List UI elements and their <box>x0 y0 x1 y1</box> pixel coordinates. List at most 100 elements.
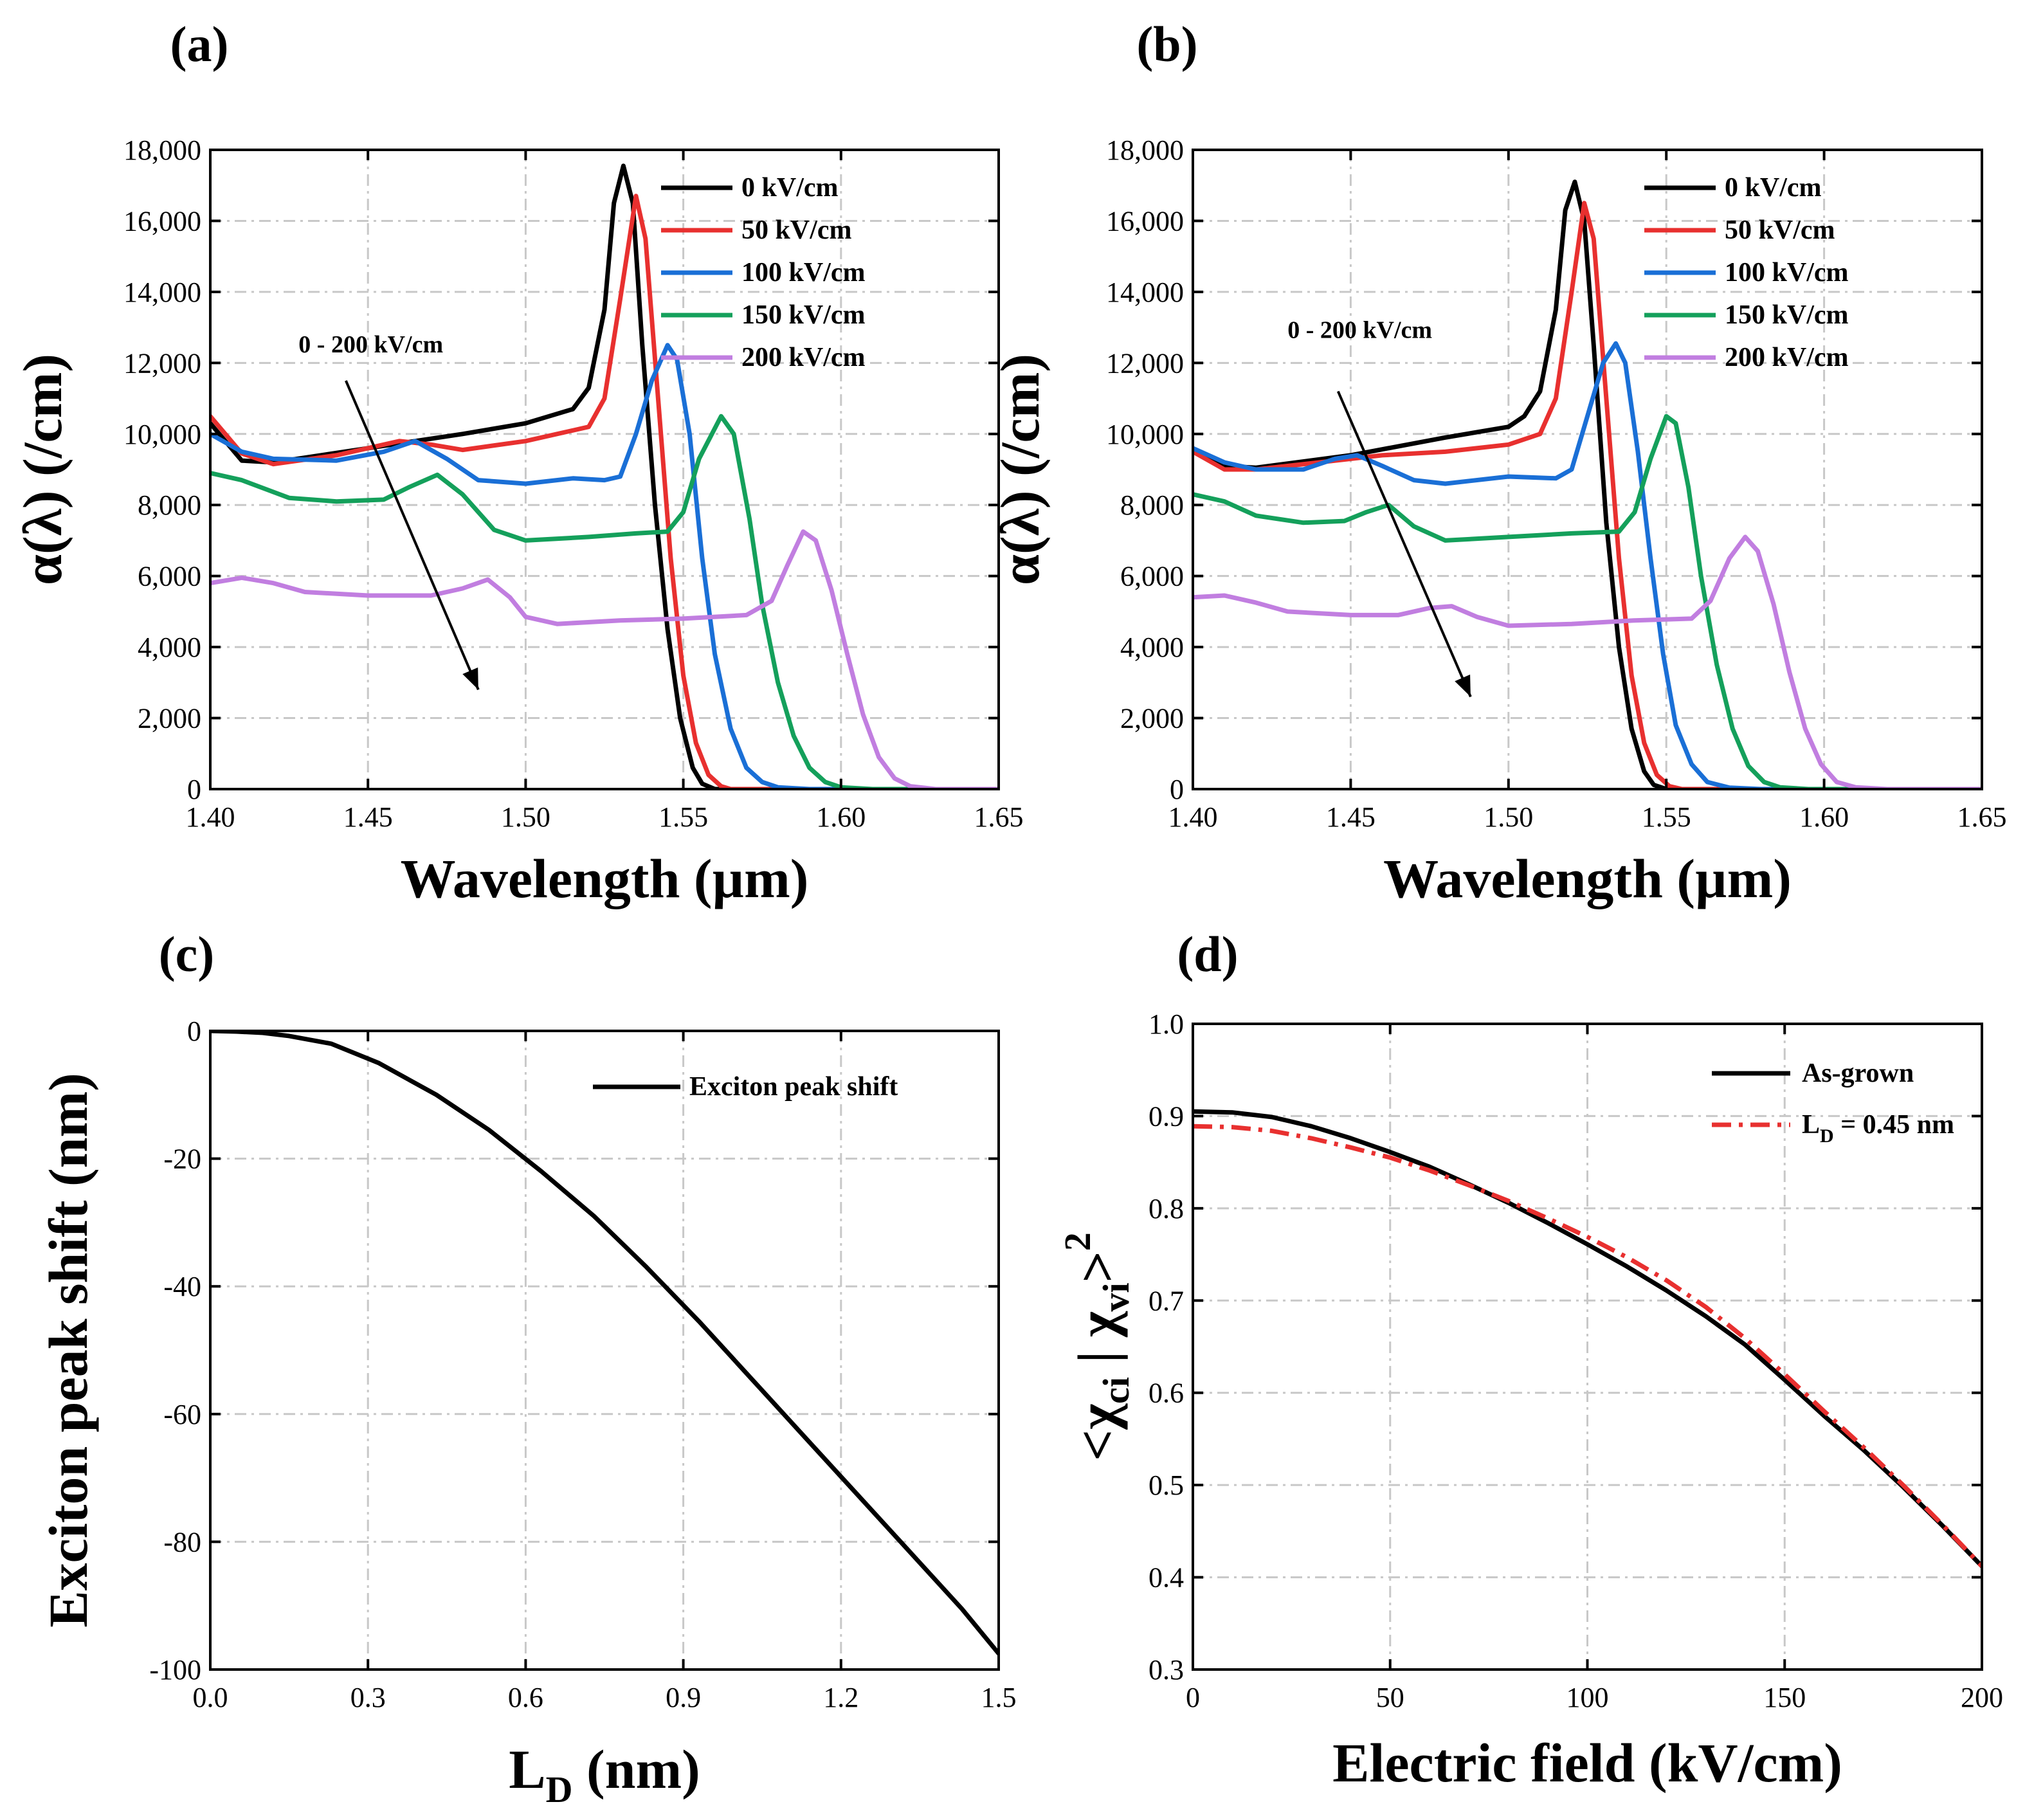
y-tick-label: 2,000 <box>138 703 201 734</box>
y-tick-label: 18,000 <box>123 134 201 166</box>
y-tick-label: 18,000 <box>1106 134 1184 166</box>
annotation-label: 0 - 200 kV/cm <box>298 331 443 358</box>
annotation-arrow-shaft <box>345 380 480 691</box>
legend-label: 100 kV/cm <box>1725 258 1849 287</box>
legend: As-grown LD = 0.45 nm <box>1712 1059 1954 1147</box>
legend: Exciton peak shift <box>593 1072 898 1102</box>
legend-label: 150 kV/cm <box>741 300 866 330</box>
x-axis-label-main: L <box>509 1738 545 1800</box>
x-tick-label: 200 <box>1961 1682 2003 1713</box>
x-tick-label: 1.65 <box>1957 801 2007 833</box>
y-tick-label: 0.6 <box>1149 1378 1184 1409</box>
annotation-arrow-shaft <box>1336 390 1472 698</box>
y-axis-label: <χci | χvi>2 <box>1057 1232 1137 1461</box>
x-tick-label: 1.50 <box>1484 801 1533 833</box>
axes-frame <box>209 149 1000 790</box>
y-tick-label: 0.8 <box>1149 1193 1184 1224</box>
legend-label: As-grown <box>1802 1059 1914 1088</box>
y-tick-label: 2,000 <box>1120 703 1184 734</box>
x-tick-label: 1.40 <box>1168 801 1218 833</box>
y-tick-label: 0.4 <box>1149 1562 1184 1594</box>
x-tick-label: 1.55 <box>1642 801 1691 833</box>
y-axis-label: α(λ) (/cm) <box>12 354 73 585</box>
annotation-arrow-head <box>1455 674 1471 697</box>
x-tick-label: 50 <box>1376 1682 1404 1713</box>
legend-label: 200 kV/cm <box>741 343 866 372</box>
y-tick-label: 4,000 <box>138 632 201 663</box>
legend-label-rest: = 0.45 nm <box>1834 1110 1954 1140</box>
y-tick-label: 0 <box>187 1015 201 1047</box>
y-tick-label: 14,000 <box>123 277 201 308</box>
x-tick-label: 1.5 <box>981 1682 1017 1713</box>
x-tick-label: 0.6 <box>508 1682 543 1713</box>
legend-label: 150 kV/cm <box>1725 300 1849 330</box>
y-tick-label: 0.5 <box>1149 1470 1184 1501</box>
series-line-l-d-0-45-nm <box>1193 1124 1982 1568</box>
y-tick-label: 8,000 <box>1120 489 1184 521</box>
x-tick-label: 100 <box>1566 1682 1609 1713</box>
legend: 0 kV/cm 50 kV/cm 100 kV/cm 150 kV/cm 200 kV/… <box>661 173 866 372</box>
y-tick-label: 0.7 <box>1149 1285 1184 1316</box>
x-axis-label: LD (nm) <box>509 1738 700 1810</box>
series-line-100-kv-cm <box>1193 341 1982 789</box>
x-tick-label: 0.3 <box>350 1682 386 1713</box>
y-tick-label: 4,000 <box>1120 632 1184 663</box>
x-tick-label: 1.50 <box>501 801 550 833</box>
x-tick-label: 1.65 <box>974 801 1024 833</box>
x-axis-label: Wavelength (µm) <box>1383 848 1792 909</box>
y-axis-label-part: <χ <box>1066 1403 1128 1461</box>
series-line-0-kv-cm <box>1193 179 1982 789</box>
annotation: 0 - 200 kV/cm <box>298 331 480 691</box>
y-axis-label-part: vi <box>1095 1282 1137 1311</box>
x-tick-label: 1.60 <box>816 801 866 833</box>
panel-label: (d) <box>1177 926 1238 982</box>
y-tick-label: 6,000 <box>138 561 201 592</box>
x-tick-label: 150 <box>1763 1682 1806 1713</box>
legend-label: 50 kV/cm <box>741 215 852 245</box>
series-group <box>210 163 999 789</box>
y-axis-label: Exciton peak shift (nm) <box>37 1073 99 1627</box>
series-line-150-kv-cm <box>210 414 999 789</box>
legend-label: 100 kV/cm <box>741 258 866 287</box>
y-tick-label: 0.9 <box>1149 1100 1184 1132</box>
annotation-label: 0 - 200 kV/cm <box>1287 317 1432 344</box>
y-tick-label: -100 <box>149 1654 201 1686</box>
series-group <box>210 1031 999 1656</box>
x-tick-label: 1.45 <box>1326 801 1376 833</box>
legend-label: 0 kV/cm <box>1725 173 1822 203</box>
y-axis-label-part: ci <box>1095 1377 1137 1404</box>
y-tick-label: -60 <box>163 1399 201 1430</box>
annotation: 0 - 200 kV/cm <box>1287 317 1472 698</box>
y-tick-label: 10,000 <box>1106 419 1184 450</box>
series-group <box>1193 1109 1982 1569</box>
y-axis-label-part: > <box>1066 1251 1128 1282</box>
x-tick-label: 0.9 <box>666 1682 701 1713</box>
legend-label: 0 kV/cm <box>741 173 839 203</box>
legend-label: 200 kV/cm <box>1725 343 1849 372</box>
series-line-200-kv-cm <box>1193 534 1982 789</box>
x-tick-label: 1.55 <box>658 801 708 833</box>
y-axis-label-part: | χ <box>1066 1311 1128 1377</box>
legend-label-sub: D <box>1820 1125 1834 1147</box>
y-tick-label: -20 <box>163 1143 201 1175</box>
y-tick-label: -80 <box>163 1526 201 1558</box>
x-tick-label: 1.40 <box>186 801 235 833</box>
y-tick-label: 8,000 <box>138 489 201 521</box>
y-tick-label: 0.3 <box>1149 1654 1184 1686</box>
y-tick-label: 16,000 <box>123 205 201 237</box>
legend-label: 50 kV/cm <box>1725 215 1835 245</box>
axes-frame <box>1192 149 1983 790</box>
panel-b: (b) 1.40 1.45 1.50 1.55 1.60 1.65 0 2,000 4,000 6,… <box>989 16 2007 909</box>
legend-label: Exciton peak shift <box>689 1072 898 1102</box>
y-axis-label-part: 2 <box>1057 1232 1098 1251</box>
panel-c: (c) 0.0 0.3 0.6 0.9 1.2 1.5 -100 -80 -60 -40 -20 0 LD… <box>37 926 1017 1810</box>
legend: 0 kV/cm 50 kV/cm 100 kV/cm 150 kV/cm 200 kV/… <box>1644 173 1849 372</box>
y-axis-label: α(λ) (/cm) <box>989 354 1051 585</box>
y-tick-label: -40 <box>163 1271 201 1302</box>
x-axis-label-unit: (nm) <box>573 1738 700 1800</box>
series-line-exciton-peak-shift <box>210 1031 999 1656</box>
series-line-0-kv-cm <box>210 163 999 789</box>
x-tick-label: 1.60 <box>1799 801 1849 833</box>
series-line-150-kv-cm <box>1193 414 1982 789</box>
